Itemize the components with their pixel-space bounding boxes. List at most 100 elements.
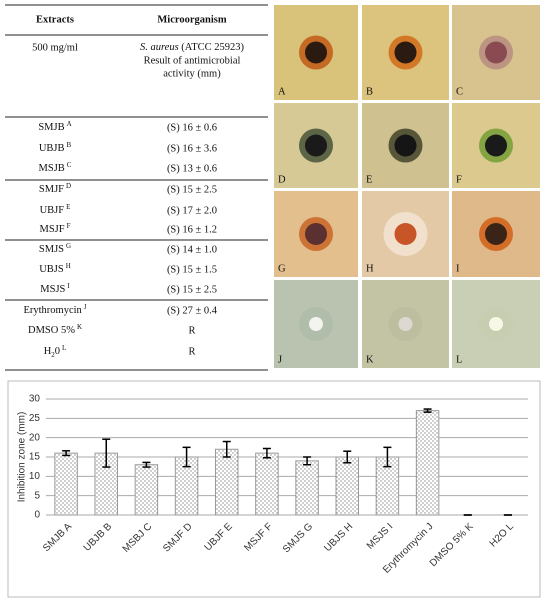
panel-label: L (456, 354, 462, 365)
organism: S. aureus (140, 42, 179, 53)
extract-name: UBJS (39, 264, 64, 275)
bar (134, 464, 159, 516)
extract-name: 0 (55, 346, 60, 357)
extract-name: SMJB (38, 122, 64, 133)
error-bar (303, 456, 312, 466)
error-bar (423, 408, 432, 413)
result-cell: (S) 15 ± 1.5 (167, 264, 217, 275)
x-tick-label: H2O L (488, 521, 517, 550)
x-tick-label: UBJF E (203, 521, 235, 553)
result-cell: R (188, 325, 195, 336)
panel-label: B (366, 86, 373, 97)
result-caption: activity (mm) (163, 68, 221, 79)
disc (485, 41, 507, 64)
panel-label: C (456, 86, 463, 97)
disc (305, 223, 327, 245)
extract-cell: SMJF D (39, 182, 71, 196)
disc (398, 317, 413, 331)
x-tick-label: MSJF F (242, 521, 275, 554)
y-tick-label: 30 (29, 394, 41, 405)
extract-name: MSJB (39, 163, 65, 174)
bar (255, 452, 279, 516)
extract-cell: DMSO 5% K (28, 323, 82, 337)
y-tick-label: 25 (29, 413, 41, 424)
result-caption: Result of antimicrobial (144, 55, 241, 66)
x-tick-label: SMJB A (41, 521, 74, 554)
superscript: H (66, 262, 71, 270)
y-tick-label: 10 (29, 471, 41, 482)
panel-label: F (456, 174, 462, 185)
panel-label: I (456, 263, 460, 274)
y-tick-label: 5 (34, 490, 40, 501)
result-cell: (S) 16 ± 3.6 (167, 143, 217, 154)
disc (305, 41, 327, 64)
disc (485, 223, 507, 245)
disc (489, 317, 503, 331)
extract-name: MSJF (39, 224, 64, 235)
extract-name: H (44, 346, 52, 357)
extract-name: SMJS (39, 244, 64, 255)
result-cell: (S) 16 ± 1.2 (167, 224, 217, 235)
error-bar (383, 446, 392, 468)
result-cell: (S) 13 ± 0.6 (167, 163, 217, 174)
panel-label: G (278, 263, 286, 274)
error-bar (343, 450, 352, 464)
y-tick-label: 0 (34, 510, 40, 521)
superscript: L (62, 344, 66, 352)
result-cell: R (188, 346, 195, 357)
panel-label: J (278, 354, 282, 365)
y-axis-label: Inhibition zone (mm) (17, 412, 28, 503)
extract-cell: SMJS G (39, 242, 71, 256)
panel-label: A (278, 86, 286, 97)
panel-label: D (278, 174, 286, 185)
concentration: 500 mg/ml (32, 42, 78, 53)
disc (305, 134, 327, 157)
result-cell: (S) 14 ± 1.0 (167, 244, 217, 255)
extract-name: Erythromycin (23, 305, 82, 316)
extract-name: UBJF (40, 205, 65, 216)
superscript: G (66, 242, 71, 250)
error-bar (62, 450, 71, 457)
panel-label: K (366, 354, 374, 365)
x-tick-label: MSBJ C (121, 521, 155, 555)
error-bar (142, 461, 151, 468)
result-cell: (S) 27 ± 0.4 (167, 305, 218, 316)
x-tick-label: DMSO 5% K (428, 521, 476, 569)
disc (394, 134, 417, 157)
column-header: Microorganism (157, 14, 226, 25)
error-bar (182, 446, 191, 468)
bar (295, 460, 319, 516)
superscript: F (67, 222, 71, 230)
bar (415, 410, 440, 516)
extract-name: MSJS (40, 284, 65, 295)
disc (485, 134, 507, 157)
superscript: D (66, 182, 71, 190)
bar (54, 452, 78, 516)
bar (215, 448, 239, 516)
photo-grid: A B C D E F G H I J K L (274, 5, 540, 368)
x-tick-label: SMJF D (161, 521, 194, 554)
subscript: 2 (51, 351, 55, 359)
superscript: E (66, 203, 70, 211)
disc (394, 41, 417, 64)
error-bar (222, 440, 231, 458)
extract-cell: UBJF E (40, 203, 71, 217)
superscript: K (77, 323, 82, 331)
extract-cell: UBJB B (39, 141, 72, 155)
chart-frame (7, 380, 541, 598)
extract-name: SMJF (39, 184, 64, 195)
y-tick-label: 15 (29, 452, 41, 463)
x-tick-label: UBJB B (82, 521, 115, 554)
extract-cell: H20 L (44, 344, 67, 359)
extract-name: UBJB (39, 143, 65, 154)
panel-label: H (366, 263, 374, 274)
disc (309, 317, 323, 331)
bar (335, 456, 359, 516)
superscript: J (84, 303, 87, 311)
superscript: A (67, 120, 72, 128)
extract-cell: Erythromycin J (23, 303, 86, 317)
extract-name: DMSO 5% (28, 325, 75, 336)
extract-cell: UBJS H (39, 262, 71, 276)
y-tick-label: 20 (29, 432, 41, 443)
